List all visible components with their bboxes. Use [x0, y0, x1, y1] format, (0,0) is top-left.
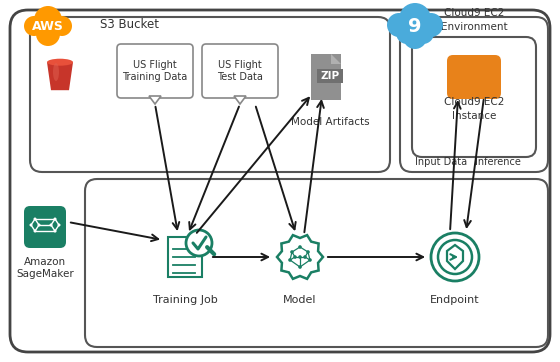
Circle shape [24, 16, 44, 36]
Polygon shape [149, 96, 161, 104]
Text: Cloud9 EC2
Instance: Cloud9 EC2 Instance [444, 97, 504, 121]
Circle shape [290, 250, 294, 254]
Text: Training Job: Training Job [153, 295, 217, 305]
Text: Endpoint: Endpoint [430, 295, 480, 305]
Circle shape [419, 13, 443, 37]
Circle shape [54, 230, 57, 232]
Circle shape [34, 218, 36, 220]
Text: Model Artifacts: Model Artifacts [291, 117, 369, 127]
Circle shape [306, 250, 310, 254]
Circle shape [298, 265, 302, 269]
FancyBboxPatch shape [117, 44, 193, 98]
Circle shape [403, 25, 427, 49]
Circle shape [54, 218, 57, 220]
Circle shape [52, 16, 72, 36]
Circle shape [34, 230, 36, 232]
Circle shape [288, 258, 292, 262]
FancyBboxPatch shape [24, 206, 66, 248]
Circle shape [293, 255, 297, 259]
Circle shape [303, 255, 307, 259]
Circle shape [34, 6, 62, 34]
Circle shape [298, 245, 302, 249]
Text: US Flight
Training Data: US Flight Training Data [123, 60, 188, 82]
Polygon shape [311, 54, 341, 100]
Circle shape [186, 230, 212, 256]
Circle shape [38, 223, 40, 227]
Text: Input Data: Input Data [415, 157, 467, 167]
Circle shape [58, 223, 60, 227]
Text: Inference: Inference [475, 157, 521, 167]
Ellipse shape [47, 59, 73, 66]
Text: Cloud9 EC2
Environment: Cloud9 EC2 Environment [441, 8, 507, 31]
Circle shape [36, 22, 60, 46]
Text: S3 Bucket: S3 Bucket [100, 17, 159, 30]
FancyBboxPatch shape [317, 69, 343, 83]
Text: Amazon
SageMaker: Amazon SageMaker [16, 257, 74, 279]
Text: 9: 9 [408, 17, 422, 37]
Text: ZIP: ZIP [320, 71, 339, 81]
FancyBboxPatch shape [447, 55, 501, 99]
Polygon shape [331, 54, 341, 64]
Circle shape [412, 22, 434, 44]
Circle shape [30, 223, 32, 227]
FancyBboxPatch shape [202, 44, 278, 98]
Text: AWS: AWS [32, 20, 64, 33]
Polygon shape [47, 62, 73, 90]
Circle shape [399, 3, 431, 35]
Circle shape [49, 223, 53, 227]
Circle shape [298, 255, 302, 259]
Polygon shape [234, 96, 246, 104]
FancyBboxPatch shape [168, 237, 202, 277]
Text: Model: Model [283, 295, 317, 305]
Text: US Flight
Test Data: US Flight Test Data [217, 60, 263, 82]
Circle shape [396, 22, 418, 44]
FancyBboxPatch shape [311, 54, 341, 100]
Circle shape [387, 13, 411, 37]
Ellipse shape [53, 63, 59, 81]
Circle shape [308, 258, 312, 262]
